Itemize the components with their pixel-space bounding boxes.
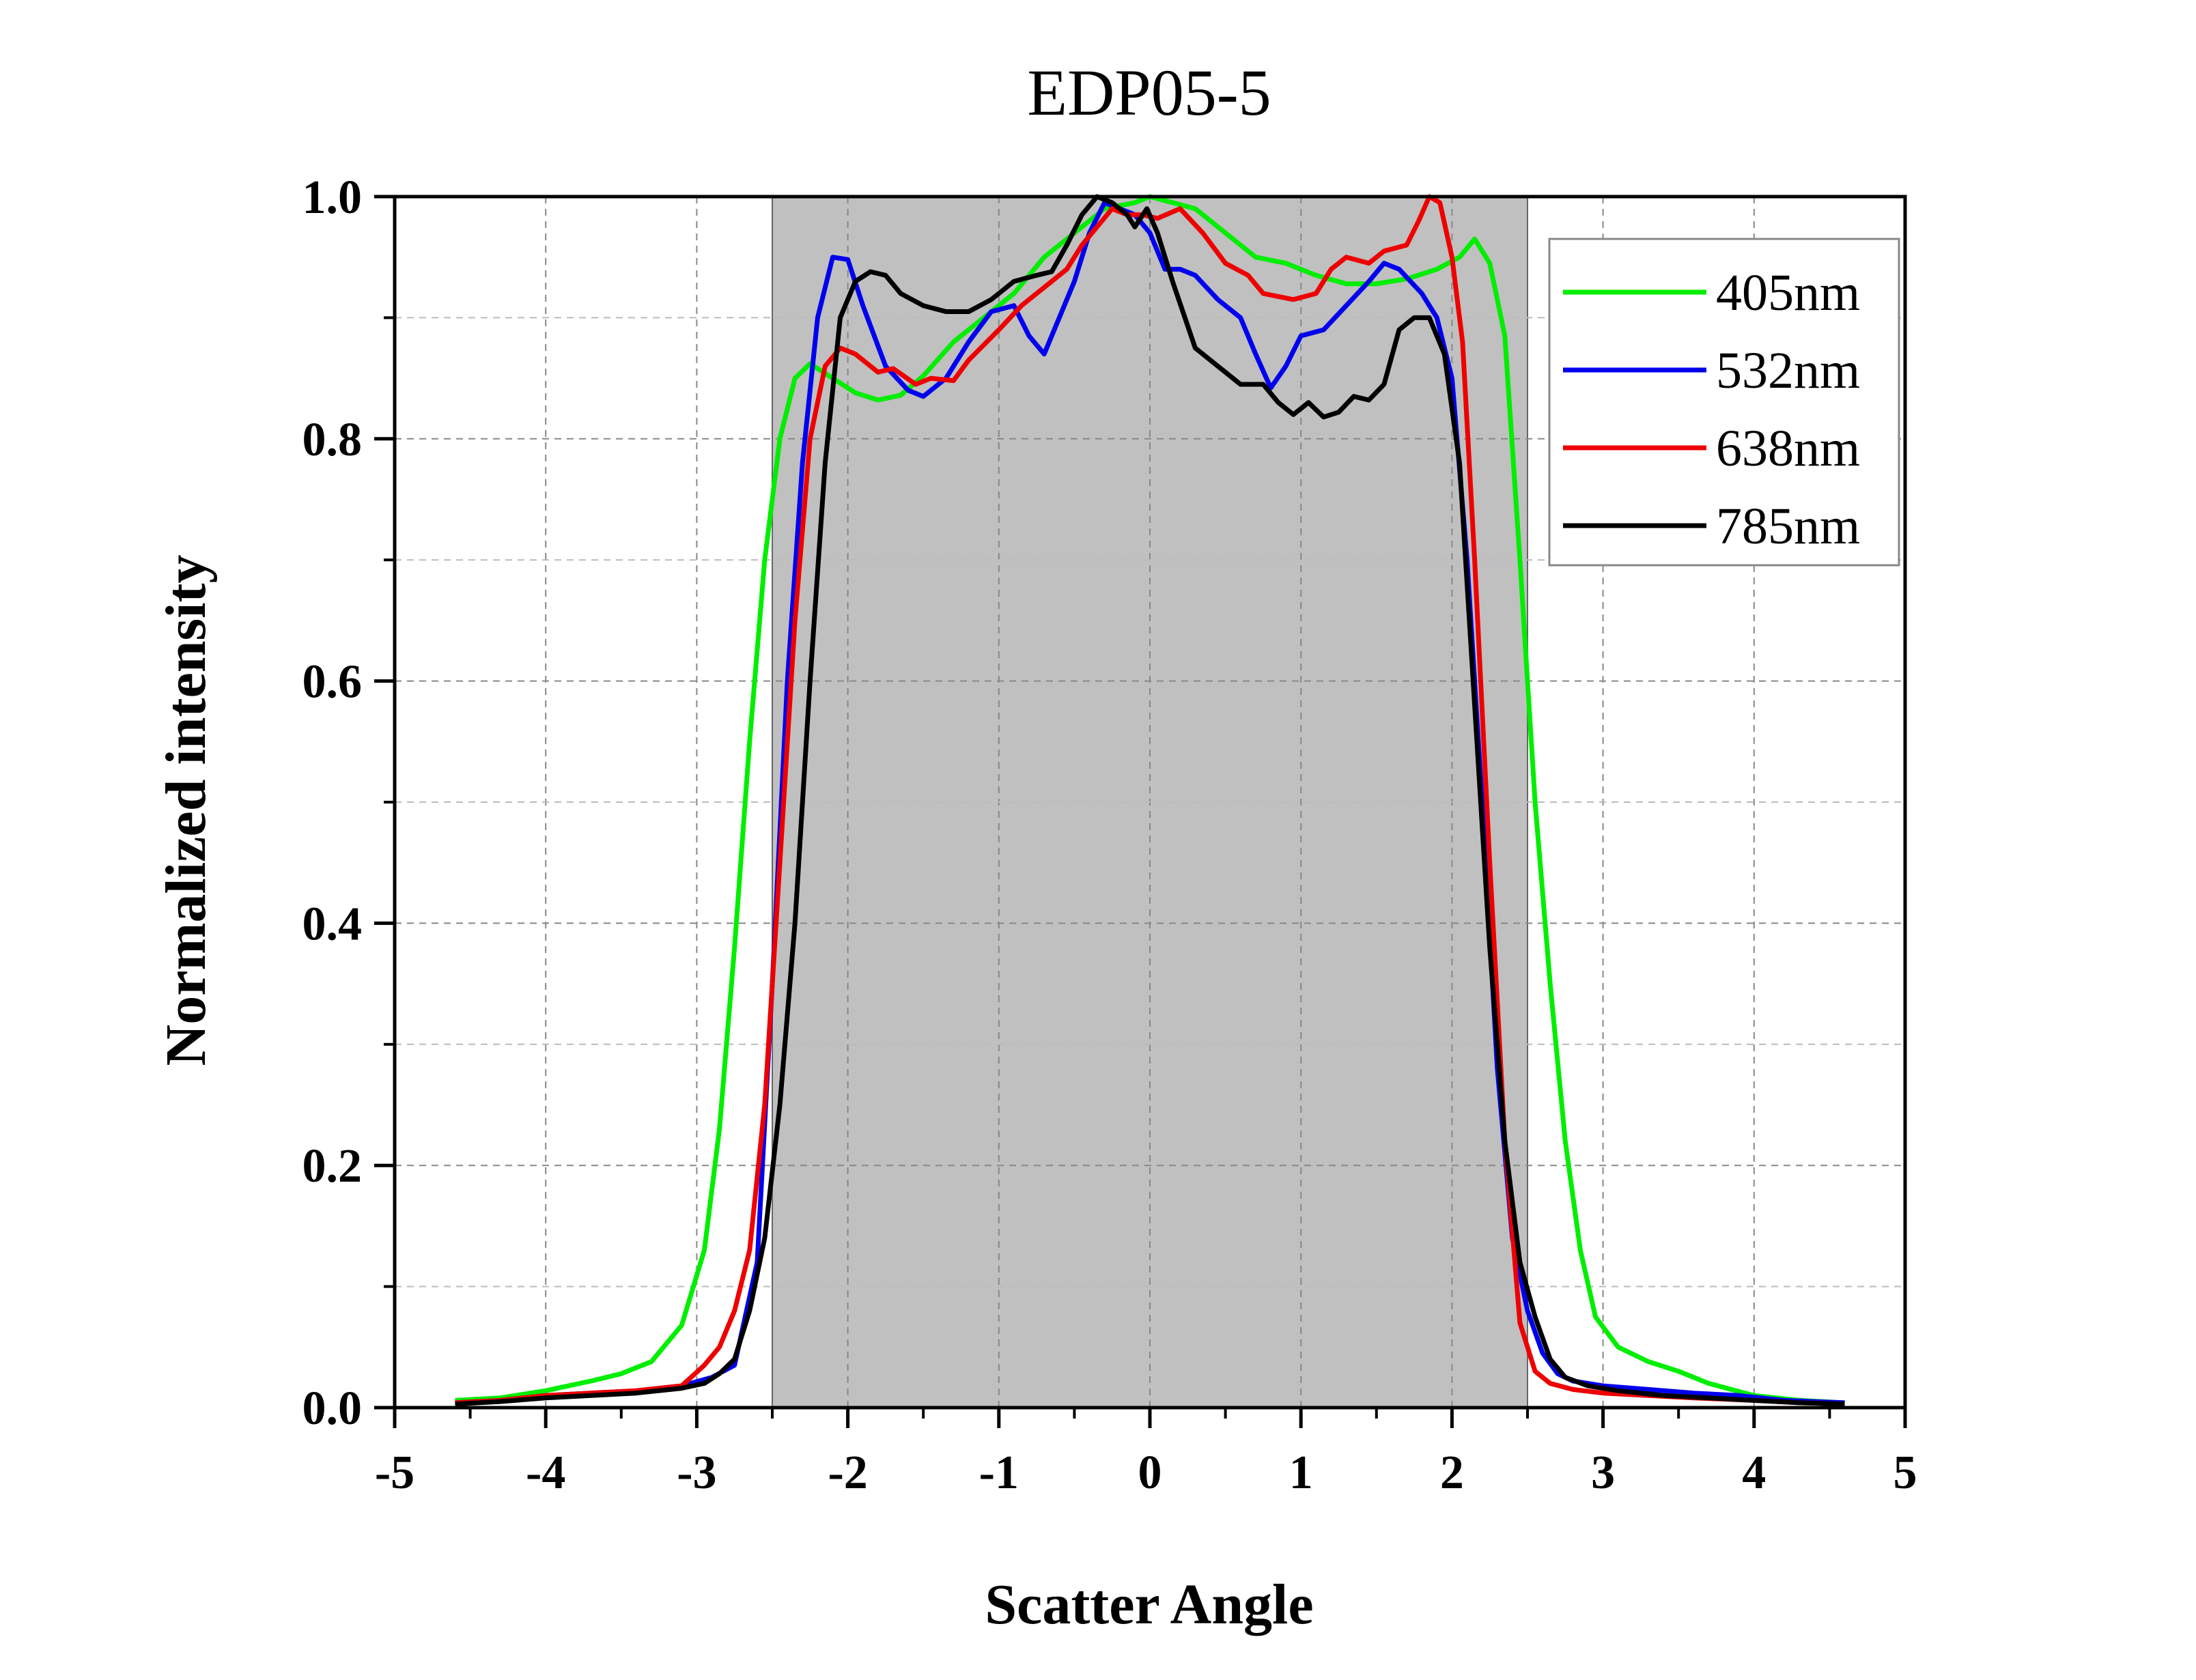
y-tick-label: 0.6	[302, 656, 363, 709]
legend-label: 785nm	[1716, 498, 1860, 555]
legend-label: 405nm	[1716, 264, 1860, 322]
y-tick-label: 0.0	[302, 1382, 363, 1435]
x-tick-label: -3	[677, 1447, 716, 1499]
x-tick-label: 1	[1289, 1447, 1313, 1499]
y-axis-title: Normalized intensity	[154, 555, 218, 1066]
x-tick-label: 2	[1440, 1447, 1464, 1499]
legend-label: 532nm	[1716, 342, 1860, 399]
y-tick-label: 1.0	[302, 171, 363, 224]
x-tick-label: -5	[375, 1447, 414, 1499]
x-tick-label: -1	[979, 1447, 1019, 1499]
x-tick-label: 4	[1742, 1447, 1766, 1499]
x-tick-label: -4	[526, 1447, 565, 1499]
x-tick-label: 0	[1138, 1447, 1162, 1499]
y-tick-label: 0.4	[302, 898, 363, 950]
chart-title: EDP05-5	[1027, 56, 1271, 129]
y-tick-label: 0.2	[302, 1140, 363, 1193]
series-line-785nm	[455, 194, 1845, 1407]
legend-label: 638nm	[1716, 420, 1860, 477]
x-tick-label: -2	[828, 1447, 867, 1499]
legend: 405nm 532nm 638nm 785nm	[1548, 238, 1900, 567]
x-tick-label: 5	[1894, 1447, 1917, 1499]
tick-label-layer: -5 -4 -3 -2 -1 0 1 2 3 4 5 0.0 0.2 0.4 0.6 0.8 1.0	[302, 171, 1917, 1499]
x-tick-label: 3	[1591, 1447, 1615, 1499]
tick-layer	[374, 195, 1907, 1428]
y-tick-label: 0.8	[302, 414, 363, 466]
x-axis-title: Scatter Angle	[985, 1573, 1313, 1636]
